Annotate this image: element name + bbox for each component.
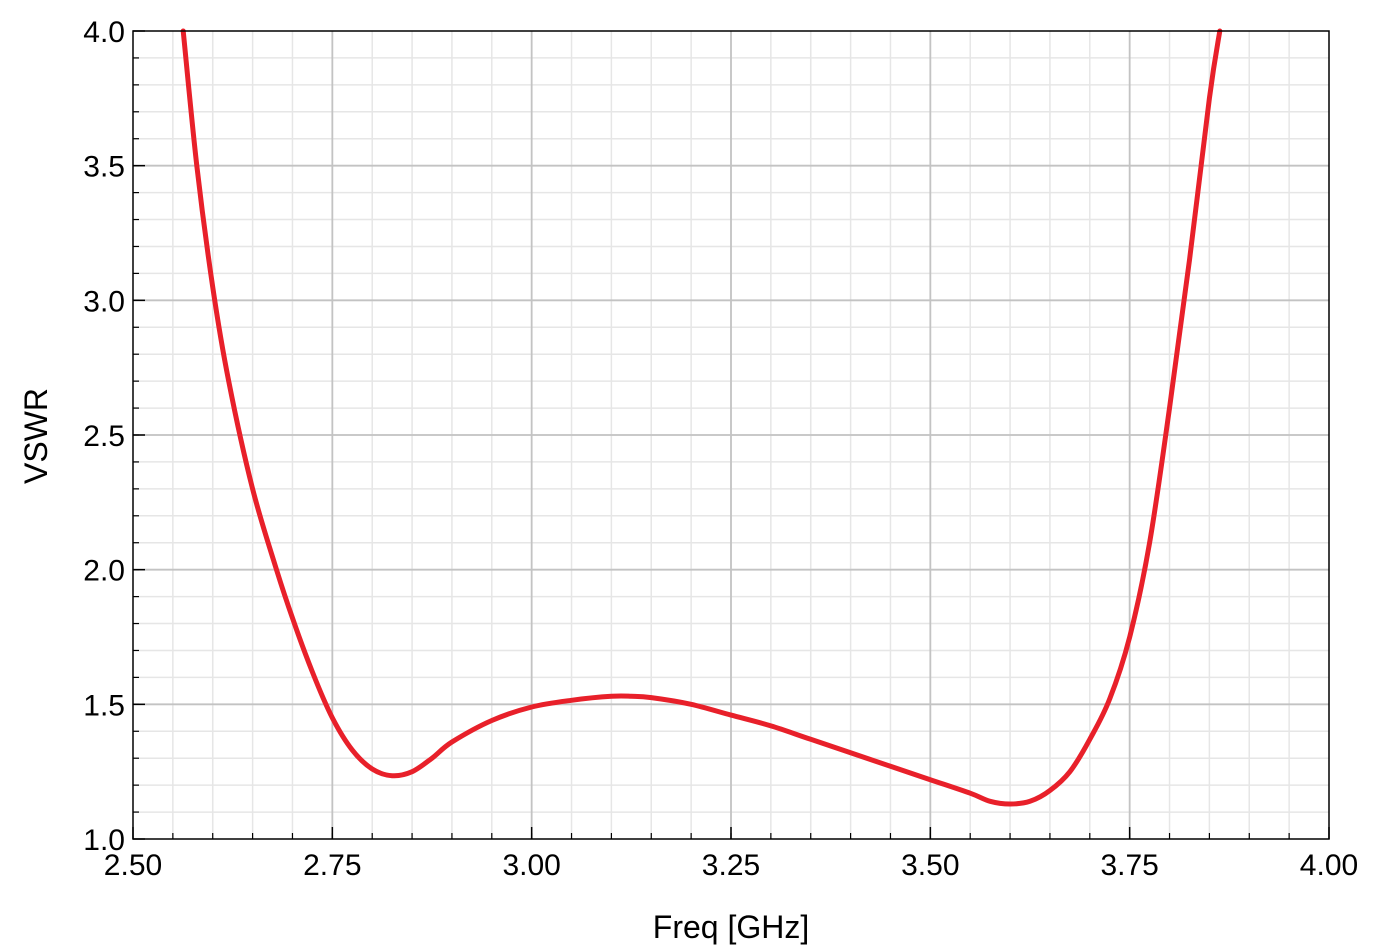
x-tick-label: 3.00 <box>502 849 560 882</box>
x-tick-label: 4.00 <box>1300 849 1358 882</box>
y-tick-label: 2.5 <box>83 420 125 453</box>
axis-ticks <box>132 30 1330 840</box>
y-tick-label: 1.5 <box>83 689 125 722</box>
y-tick-label: 3.0 <box>83 285 125 318</box>
major-grid <box>133 31 1329 839</box>
y-tick-label: 4.0 <box>83 16 125 49</box>
y-tick-label: 1.0 <box>83 824 125 857</box>
x-tick-label: 3.25 <box>702 849 760 882</box>
y-tick-labels: 1.0 1.5 2.0 2.5 3.0 3.5 4.0 <box>83 16 125 857</box>
y-axis-label: VSWR <box>18 388 54 484</box>
x-tick-label: 2.50 <box>104 849 162 882</box>
y-tick-label: 2.0 <box>83 555 125 588</box>
x-tick-label: 3.75 <box>1100 849 1158 882</box>
y-tick-label: 3.5 <box>83 151 125 184</box>
x-tick-label: 2.75 <box>303 849 361 882</box>
series-layer <box>180 28 1223 807</box>
x-tick-label: 3.50 <box>901 849 959 882</box>
x-axis-label: Freq [GHz] <box>653 909 809 945</box>
vswr-series-line <box>180 28 1223 807</box>
x-tick-labels: 2.50 2.75 3.00 3.25 3.50 3.75 4.00 <box>104 849 1358 882</box>
